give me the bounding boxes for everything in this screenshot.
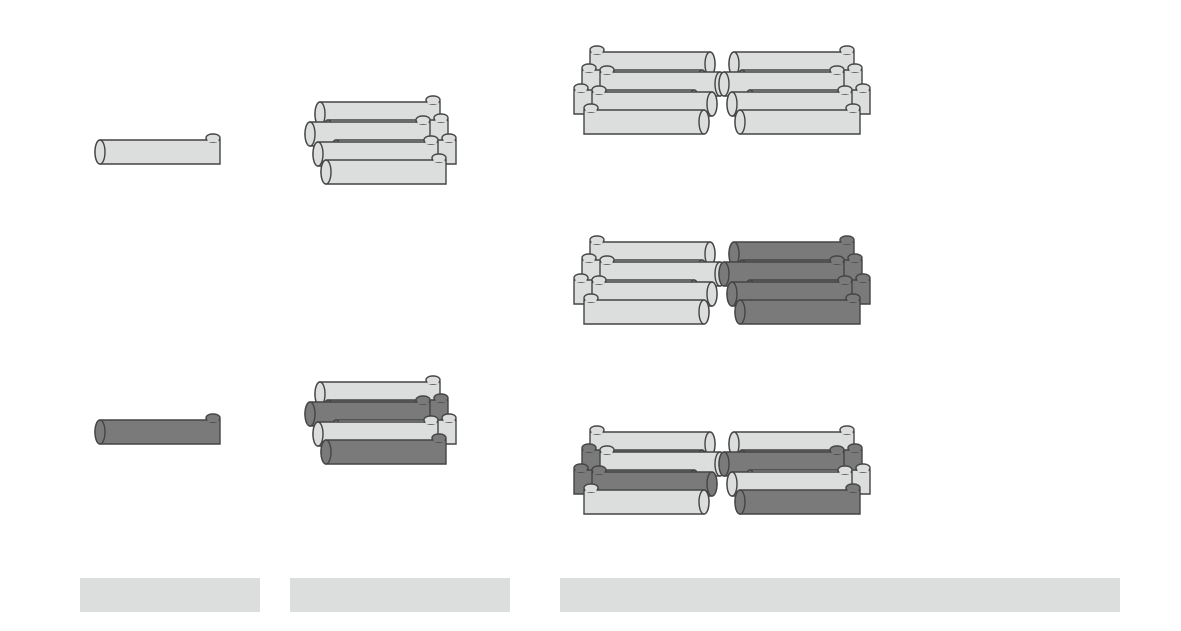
label-placeholder (560, 578, 1120, 612)
label-placeholder (80, 578, 260, 612)
label-placeholder (290, 578, 510, 612)
fiber (574, 426, 870, 514)
fiber (574, 236, 870, 324)
fiber (574, 46, 870, 134)
